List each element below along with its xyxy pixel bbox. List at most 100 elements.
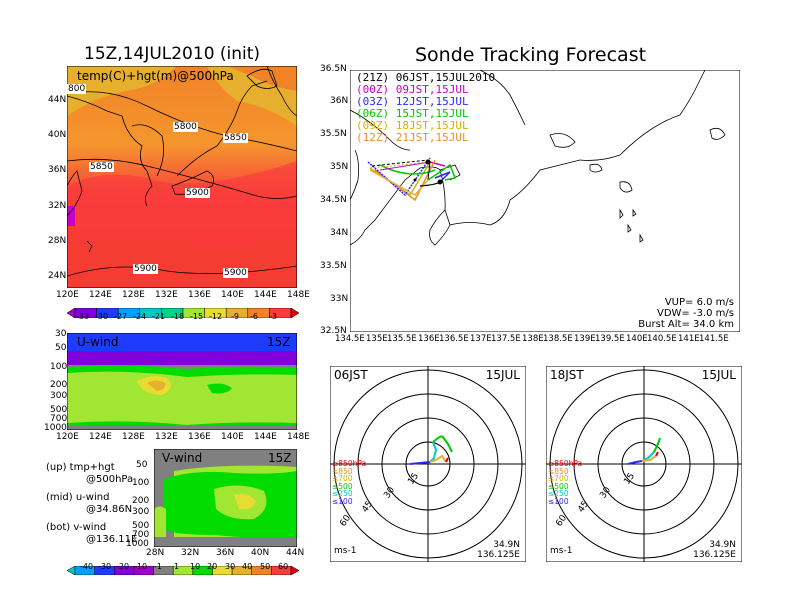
hodo-level: ≤500 (332, 481, 353, 491)
p-tick: 300 (132, 507, 150, 517)
vwind-time: 15Z (268, 451, 292, 465)
p-tick: 1000 (126, 539, 149, 549)
hodo-date: 15JUL (701, 368, 736, 382)
legend-up: (up) tmp+hgt (46, 462, 115, 473)
lon-tick: 140E (626, 334, 648, 344)
lon-tick: 136E (188, 290, 211, 300)
lon-tick: 148E (287, 432, 310, 442)
hodo-date: 15JUL (485, 368, 520, 382)
lon-tick: 120E (56, 432, 79, 442)
lon-tick: 140E (221, 432, 244, 442)
legend-up-level: @500hPa (86, 474, 134, 485)
p-tick: 1000 (44, 423, 67, 433)
tracking-map-svg (349, 69, 741, 333)
hodo-trace (655, 451, 659, 457)
p-tick: 100 (50, 362, 68, 372)
hodo-trace (429, 441, 438, 463)
hodo-trace (441, 435, 453, 453)
temp-tick: -15 (190, 312, 204, 321)
lon-tick: 135E (366, 334, 388, 344)
temp-tick: -21 (152, 312, 166, 321)
vwind-label: V-wind (162, 451, 203, 465)
lat-tick: 40N (251, 548, 270, 558)
temp-tick: -24 (133, 312, 147, 321)
lon-tick: 128E (122, 432, 145, 442)
uwind-lon-axis: 120E 124E 128E 132E 136E 140E 144E 148E (56, 432, 310, 444)
wind-tick: -30 (98, 562, 112, 571)
hodo-lon: 136.125E (693, 550, 736, 560)
lat-tick: 33N (330, 294, 349, 304)
lon-tick: 134.5E (335, 334, 365, 344)
lat-tick: 34N (330, 228, 349, 238)
lon-tick: 141.5E (699, 334, 729, 344)
lat-tick: 32N (48, 201, 67, 211)
temp-tick: -6 (250, 312, 258, 321)
hodo-level: ≤850 (332, 466, 353, 476)
launch-entry: (09Z) 18JST,15JUL (356, 119, 469, 132)
tracking-lat-axis: 36.5N 36N 35.5N 35N 34.5N 34N 33.5N 33N … (320, 64, 350, 339)
wind-tick: -40 (80, 562, 94, 571)
hodo-trace (445, 457, 449, 463)
wind-colorbar-labels: -40 -30 -20 -10 -1 1 10 20 30 40 50 60 (70, 562, 300, 574)
hodo-level: ≤850 (548, 466, 569, 476)
lat-tick: 36N (330, 96, 349, 106)
p-tick: 500 (50, 405, 68, 415)
lon-tick: 141E (678, 334, 700, 344)
lon-tick: 140.5E (647, 334, 677, 344)
lon-tick: 137E (470, 334, 492, 344)
lon-axis-top: 120E 124E 128E 132E 136E 140E 144E 148E (56, 290, 310, 302)
lat-tick: 34.5N (320, 195, 347, 205)
hodo-level: ≤700 (548, 474, 569, 483)
launch-entry: (06Z) 15JST,15JUL (356, 107, 469, 120)
hodo-location: 34.9N 136.125E (693, 540, 736, 560)
colorbar-swatch (290, 307, 300, 319)
wind-tick: 50 (260, 562, 271, 571)
vwind-panel: V-wind 15Z (153, 448, 298, 548)
contour-label: 5800 (173, 122, 198, 132)
hodo-lon: 136.125E (477, 550, 520, 560)
lon-tick: 128E (122, 290, 145, 300)
hodo-level-legend: ≥850hPa ≤850 ≤700 ≤500 ≤250 ≤100 (332, 460, 366, 505)
panel-legend: (up) tmp+hgt @500hPa (mid) u-wind @34.86… (46, 462, 137, 546)
hodo-lat: 34.9N (709, 540, 736, 550)
wind-tick: 1 (174, 562, 180, 571)
lon-tick: 140E (221, 290, 244, 300)
lat-tick: 32.5N (320, 326, 347, 336)
contour-label: 800 (67, 84, 87, 94)
lon-tick: 137.5E (491, 334, 521, 344)
hodograph-06jst-svg (329, 365, 527, 563)
lat-tick: 24N (48, 271, 67, 281)
lon-tick: 124E (89, 432, 112, 442)
wind-tick: -10 (134, 562, 148, 571)
vwind-lat-axis: 28N 32N 36N 40N 44N (146, 548, 306, 560)
lat-tick: 44N (286, 548, 305, 558)
lon-tick: 144E (254, 290, 277, 300)
tracking-lon-axis: 134.5E 135E 135.5E 136E 136.5E 137E 137.… (335, 334, 755, 346)
lon-tick: 136E (418, 334, 440, 344)
hodo-trace (429, 454, 447, 463)
hodo-lat: 34.9N (493, 540, 520, 550)
hodograph-18jst-svg (545, 365, 743, 563)
hodograph-18jst: 18JST 15JUL ms-1 34.9N 136.125E ≥850hPa … (545, 365, 743, 563)
legend-bot-level: @136.11E (86, 534, 138, 545)
hodo-level: ≤100 (332, 496, 353, 506)
contour-label: 5850 (223, 133, 248, 143)
lat-tick: 33.5N (320, 261, 347, 271)
wind-tick: -20 (116, 562, 130, 571)
hodo-level: ≥850hPa (548, 459, 583, 468)
uwind-time: 15Z (267, 335, 291, 349)
wind-tick: 40 (242, 562, 253, 571)
hodo-trace (627, 460, 643, 465)
vwind-svg (153, 448, 298, 548)
lat-tick: 35.5N (320, 129, 347, 139)
hodo-unit: ms-1 (550, 546, 573, 556)
p-tick: 200 (50, 380, 68, 390)
temp-tick: -18 (171, 312, 185, 321)
wind-tick: 30 (225, 562, 236, 571)
vdw-param: VDW= -3.0 m/s (657, 308, 734, 319)
contour-label: 5850 (89, 162, 114, 172)
burst-param: Burst Alt= 34.0 km (638, 319, 734, 330)
uwind-label: U-wind (77, 335, 119, 349)
hodo-trace (641, 455, 657, 462)
p-tick: 300 (50, 391, 68, 401)
